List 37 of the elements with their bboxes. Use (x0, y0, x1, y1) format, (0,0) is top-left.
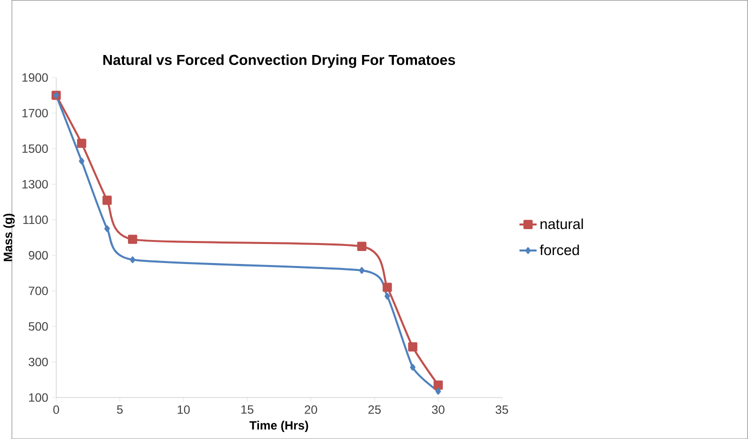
point (410, 364, 416, 370)
legend-label: natural (540, 218, 583, 229)
y-tick-label: 500 (28, 322, 48, 331)
x-axis-title: Time (Hrs) (249, 420, 308, 432)
legend-label: forced (540, 244, 579, 256)
y-tick-label: 1300 (22, 180, 48, 188)
x-tick-label: 5 (116, 405, 123, 414)
chart-title: Natural vs Forced Convection Drying For Tomatoes (103, 54, 456, 68)
y-tick-label: 1900 (22, 73, 48, 82)
point (434, 380, 443, 390)
y-tick-label: 300 (28, 358, 48, 366)
point (359, 266, 365, 274)
x-tick-label: 0 (53, 405, 60, 414)
point (435, 388, 441, 394)
y-tick-label: 100 (29, 393, 48, 402)
x-tick-label: 20 (304, 405, 318, 414)
point (357, 242, 366, 251)
point (77, 138, 86, 148)
point (128, 234, 138, 244)
y-tick-label: 1500 (22, 144, 48, 153)
point (130, 256, 136, 263)
x-tick-label: 35 (496, 405, 508, 414)
x-tick-label: 15 (241, 405, 254, 414)
point (384, 292, 390, 300)
y-axis-title: Mass (g) (3, 214, 15, 261)
y-tick-label: 700 (28, 286, 48, 295)
y-tick-label: 1100 (23, 215, 48, 224)
y-tick-label: 1700 (22, 108, 48, 118)
x-tick-label: 10 (178, 405, 190, 414)
point (78, 158, 84, 164)
point (408, 342, 418, 352)
y-tick-label: 900 (28, 250, 48, 260)
point (104, 225, 110, 232)
point (102, 195, 112, 205)
x-tick-label: 25 (368, 405, 381, 414)
x-tick-label: 30 (432, 405, 444, 414)
point (382, 282, 392, 292)
